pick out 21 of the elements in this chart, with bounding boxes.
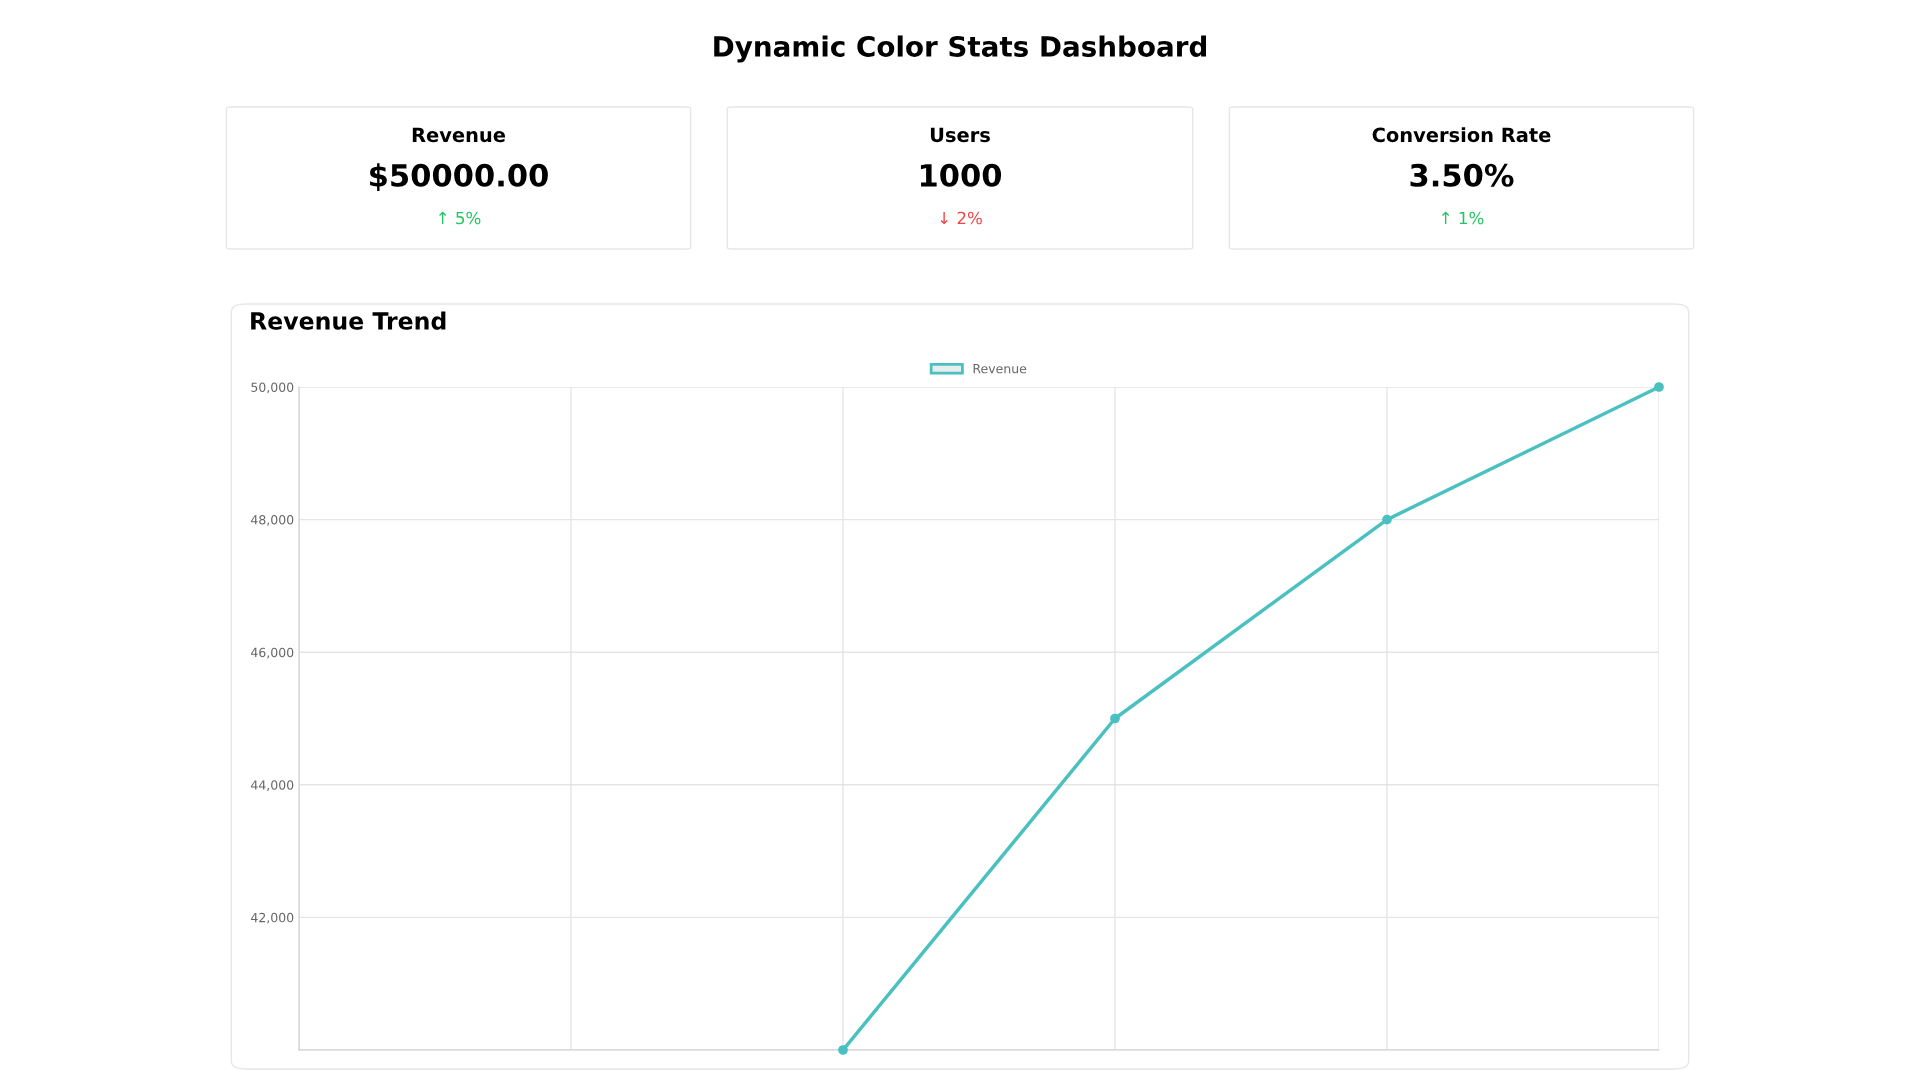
- legend-label: Revenue: [973, 364, 1027, 374]
- text: 1000: [920, 163, 1002, 187]
- y-tick-label: 44,000: [251, 780, 294, 791]
- y-tick-label: 48,000: [251, 515, 294, 526]
- text: Dynamic Color Stats Dashboard: [714, 35, 1206, 63]
- point: [1654, 382, 1664, 392]
- text: Users: [930, 127, 990, 143]
- point: [1382, 514, 1392, 525]
- point: [1110, 713, 1120, 724]
- text: $50000.00: [370, 163, 548, 191]
- text: ↓ 2%: [940, 211, 982, 225]
- text: 3.50%: [1410, 163, 1514, 187]
- text: Conversion Rate: [1372, 127, 1551, 143]
- text: ↑ 5%: [439, 211, 481, 225]
- y-tick-label: 46,000: [251, 647, 294, 659]
- chart-title: Revenue Trend: [251, 311, 446, 330]
- point: [838, 1045, 848, 1055]
- y-tick-label: 42,000: [251, 912, 294, 924]
- text: Revenue: [412, 127, 506, 143]
- y-tick-label: 50,000: [251, 382, 294, 394]
- text: ↑ 1%: [1442, 211, 1484, 225]
